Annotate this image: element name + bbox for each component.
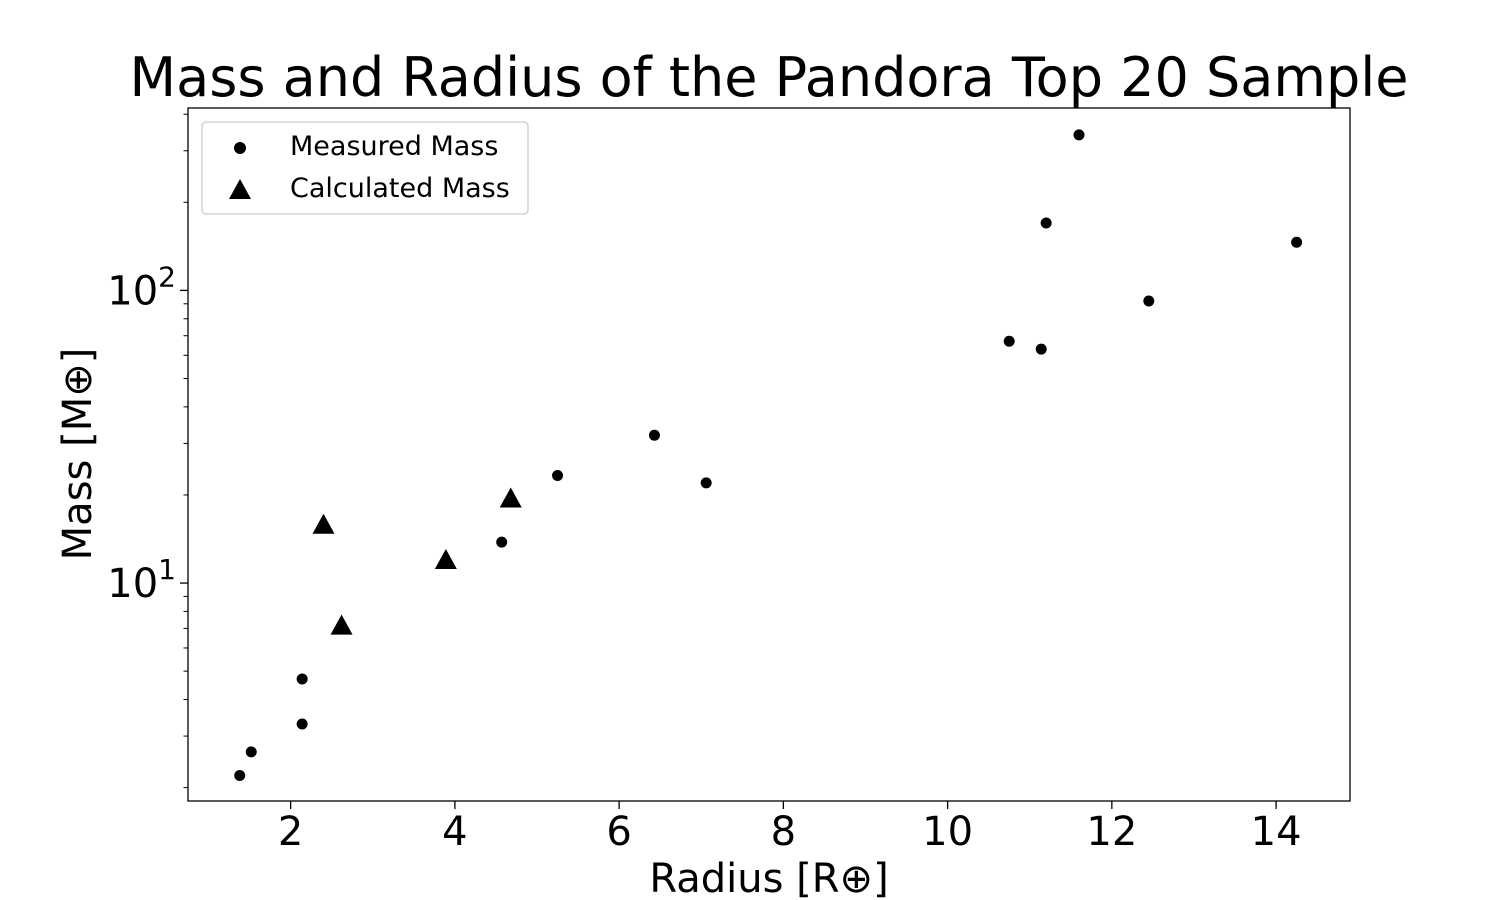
x-tick-label: 6: [606, 809, 631, 855]
calculated-mass-point: [330, 614, 353, 635]
plot-frame: [187, 107, 1351, 802]
measured-mass-point: [234, 769, 246, 781]
calculated-mass-point: [499, 487, 522, 508]
measured-mass-point: [496, 536, 508, 548]
legend-circle-marker: [234, 142, 246, 154]
measured-mass-point: [296, 673, 308, 685]
legend-label-calculated: Calculated Mass: [290, 173, 510, 204]
measured-mass-point: [296, 718, 308, 730]
measured-mass-point: [245, 746, 257, 758]
measured-mass-point: [648, 429, 660, 441]
measured-mass-point: [1143, 295, 1155, 307]
measured-mass-point: [1073, 129, 1085, 141]
measured-mass-point: [700, 477, 712, 489]
legend-box: [201, 121, 529, 215]
x-axis-label: Radius [R⊕]: [649, 856, 888, 900]
calculated-mass-point: [434, 548, 457, 569]
y-axis: 101 102: [107, 113, 188, 789]
legend: Measured Mass Calculated Mass: [201, 121, 529, 215]
legend-label-measured: Measured Mass: [290, 131, 498, 162]
x-tick-label: 14: [1251, 809, 1302, 855]
x-tick-label: 2: [278, 809, 303, 855]
measured-mass-point: [1040, 217, 1052, 229]
chart-title: Mass and Radius of the Pandora Top 20 Sa…: [130, 46, 1409, 109]
measured-mass-point: [1003, 335, 1015, 347]
x-tick-label: 12: [1086, 809, 1137, 855]
y-tick-label: 101: [107, 553, 176, 607]
calculated-mass-point: [312, 513, 335, 534]
plot-area: 2 4 6 8 10 12 14 101 102: [107, 107, 1351, 855]
x-tick-label: 8: [771, 809, 796, 855]
measured-mass-point: [1035, 343, 1047, 355]
x-tick-label: 4: [442, 809, 467, 855]
measured-mass-point: [552, 470, 564, 482]
x-axis: 2 4 6 8 10 12 14: [278, 801, 1302, 855]
y-axis-label: Mass [M⊕]: [55, 348, 101, 561]
y-tick-label: 102: [107, 260, 176, 314]
data-markers: [234, 129, 1303, 781]
legend-triangle-marker: [229, 179, 251, 199]
measured-mass-point: [1291, 236, 1303, 248]
x-tick-label: 10: [922, 809, 973, 855]
